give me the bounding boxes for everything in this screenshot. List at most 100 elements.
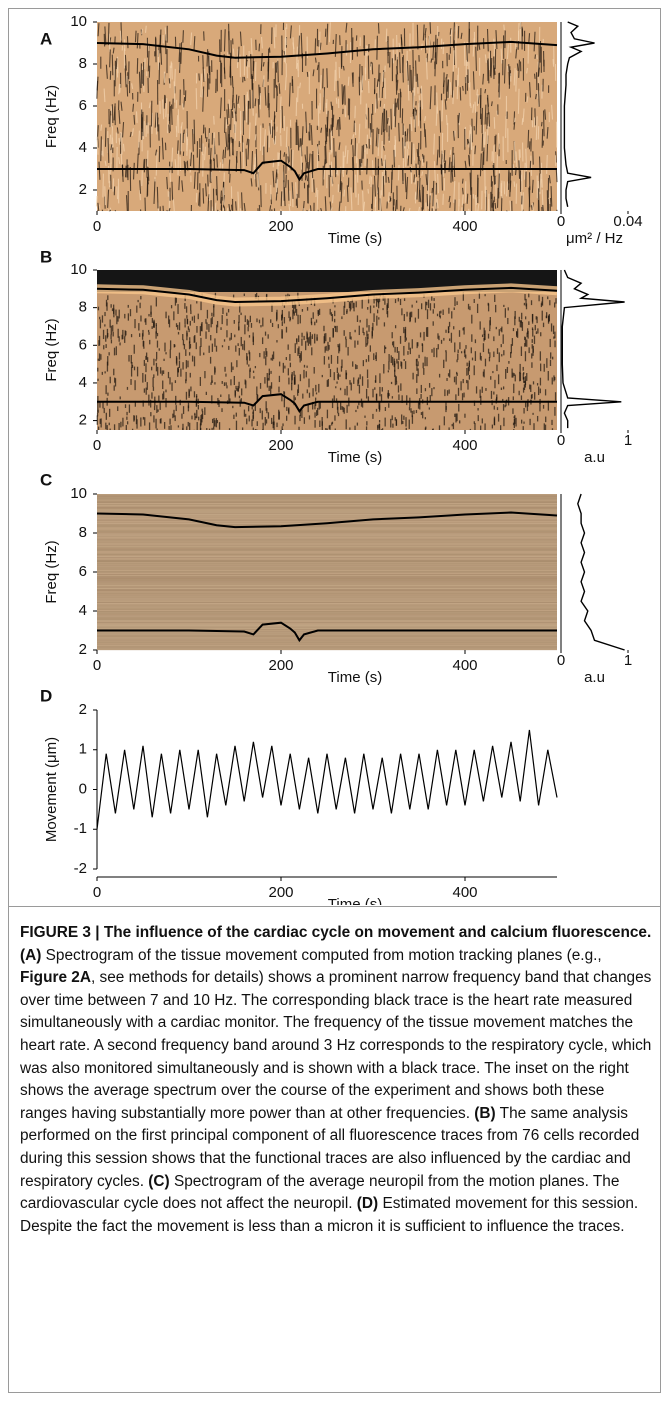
texture-streak [412,66,414,91]
texture-streak [506,44,509,60]
texture-streak [469,172,472,195]
texture-streak [228,99,231,110]
texture-streak [118,110,121,124]
texture-streak [403,125,406,149]
texture-streak [312,69,315,77]
texture-streak [115,58,118,70]
texture-streak [451,169,454,182]
y-tick-label: 8 [79,524,87,541]
trace [97,393,557,413]
y-axis-label: Freq (Hz) [43,85,60,148]
caption-segment: The same analysis performed on the first… [20,1104,640,1190]
inset-spectrum [561,269,625,429]
texture-streak [273,139,276,145]
texture-streak [125,195,128,212]
texture-streak [139,180,142,194]
texture-streak [421,156,424,166]
texture-streak [430,58,433,63]
texture-streak [402,207,405,212]
caption-segment: (D) [356,1195,379,1213]
texture-streak [307,162,310,188]
y-tick-label: 8 [79,299,87,316]
texture-streak [546,154,548,174]
texture-streak [494,134,497,152]
texture-streak [336,119,339,131]
texture-streak [477,203,480,212]
texture-streak [96,80,99,99]
texture-streak [177,140,179,154]
texture-streak [143,158,146,173]
texture-streak [490,57,493,78]
texture-streak [506,181,509,197]
texture-streak [462,187,464,195]
texture-streak [542,204,544,212]
texture-streak [250,38,253,55]
texture-streak [399,52,401,74]
texture-streak [509,172,511,197]
texture-streak [515,70,517,92]
texture-streak [193,36,196,51]
texture-streak [108,180,111,188]
caption-segment: Spectrogram of the average neuropil from… [20,1172,620,1213]
texture-streak [521,192,524,212]
texture-streak [361,75,364,93]
texture-streak [496,154,499,175]
texture-streak [144,25,147,33]
texture-streak [279,109,282,134]
texture-streak [429,22,432,34]
caption-segment: Estimated movement for this session. Des… [20,1195,639,1235]
texture-streak [285,174,287,188]
texture-streak [153,179,156,204]
texture-streak [413,174,416,183]
texture-streak [527,129,530,148]
texture-streak [107,137,110,163]
texture-streak [400,34,403,46]
inset-axis-label: a.u [584,669,605,686]
texture-streak [250,178,253,187]
texture-streak [122,143,125,152]
texture-streak [331,194,334,204]
caption-segment: (C) [148,1172,170,1190]
y-tick-label: 8 [79,55,87,72]
texture-streak [288,203,291,212]
inset-spectrum [563,21,595,207]
texture-streak [516,63,519,71]
texture-streak [396,79,399,91]
texture-streak [179,52,181,73]
y-tick-label: -1 [74,820,87,837]
texture-streak [345,44,348,56]
texture-streak [486,28,489,52]
texture-streak [374,199,377,208]
texture-streak [96,136,99,155]
texture-streak [192,129,194,152]
texture-streak [515,47,518,59]
inset-axis-label: a.u [584,449,605,466]
texture-streak [406,128,409,142]
texture-streak [506,65,509,72]
texture-streak [358,123,361,144]
texture-streak [198,192,201,206]
texture-streak [336,170,339,176]
texture-streak [133,114,136,125]
texture-streak [453,130,455,141]
texture-streak [428,35,431,62]
texture-streak [107,22,110,46]
texture-streak [269,123,272,135]
texture-streak [262,145,264,156]
spectrogram-texture [95,21,558,212]
texture-streak [404,173,407,193]
texture-streak [168,207,171,212]
texture-streak [287,156,290,164]
inset-axis-label: μm² / Hz [566,230,623,247]
texture-streak [178,176,181,191]
texture-streak [399,88,402,98]
texture-streak [319,75,322,90]
x-tick-label: 0 [93,657,101,674]
texture-streak [466,193,469,204]
texture-streak [116,186,119,200]
texture-streak [525,148,528,172]
texture-streak [118,157,121,165]
inset-tick-label: 0 [557,652,565,669]
texture-streak [433,133,436,155]
spectrogram-top [97,270,557,292]
